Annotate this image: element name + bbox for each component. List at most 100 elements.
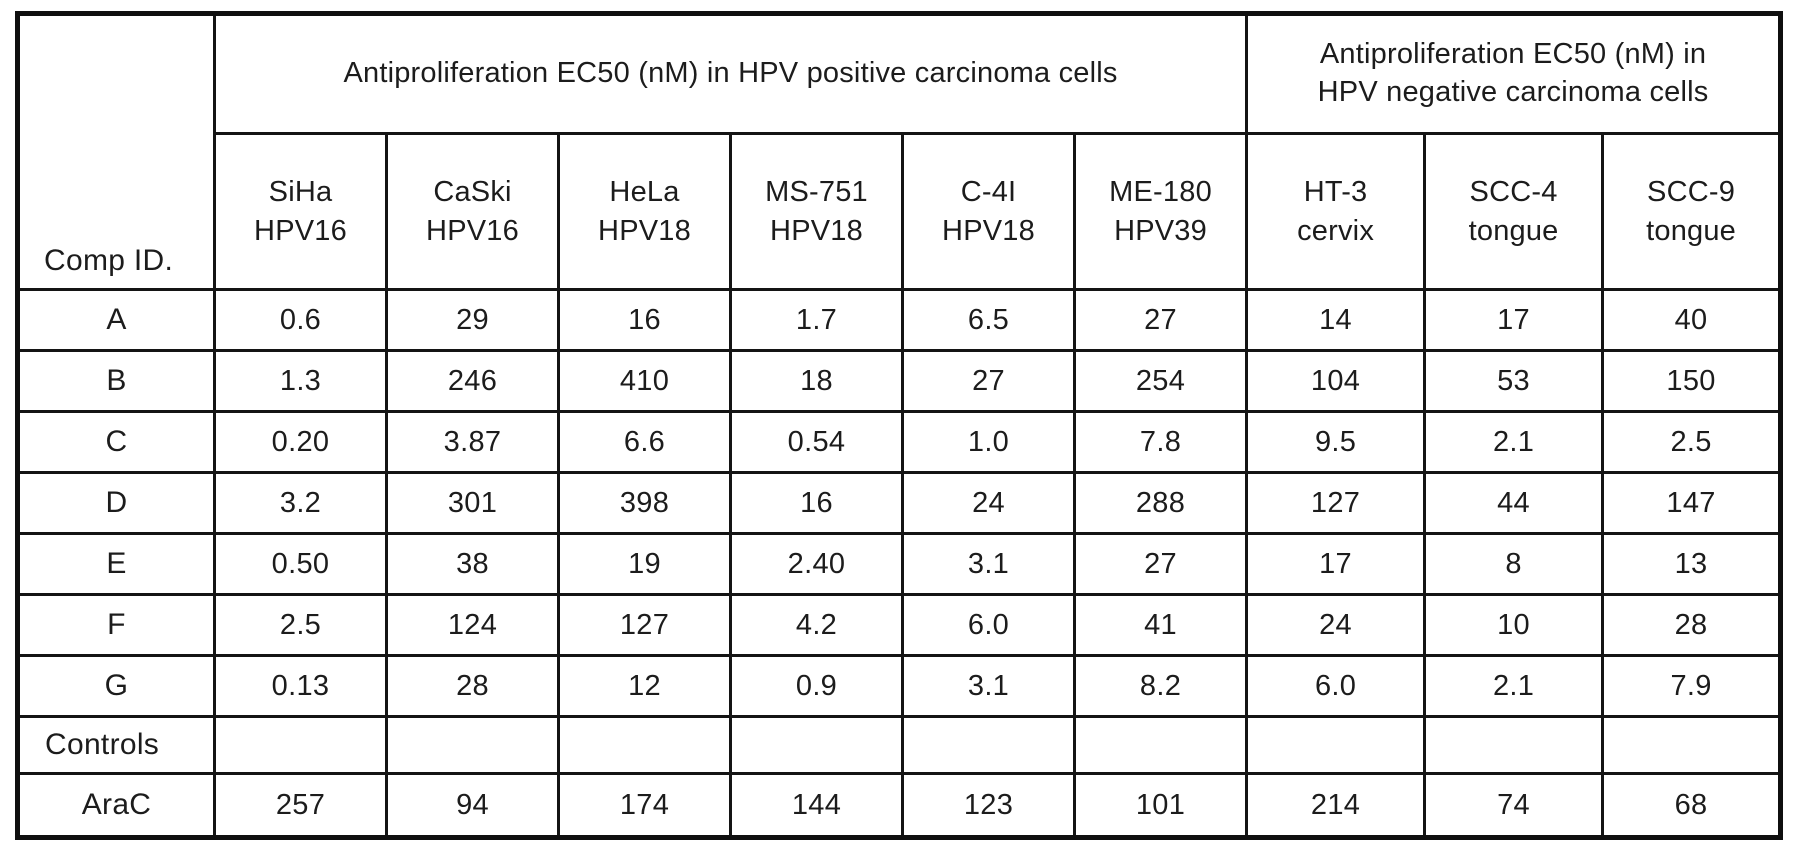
data-cell: 8.2	[1072, 654, 1249, 718]
data-cell: 127	[557, 593, 732, 657]
data-cell: 0.6	[213, 288, 388, 352]
data-cell: 9.5	[1245, 410, 1427, 474]
row-label: AraC	[16, 772, 216, 839]
cell-line-type: tongue	[1468, 214, 1559, 247]
data-cell: 74	[1423, 772, 1605, 839]
table-row-d: D 3.2 301 398 16 24 288 127 44 147	[16, 471, 1783, 535]
data-cell: 6.0	[901, 593, 1076, 657]
data-cell: 94	[385, 772, 560, 839]
cell-line-type: HPV18	[770, 214, 863, 247]
cell-line-name: HT-3	[1303, 176, 1368, 209]
data-cell: 410	[557, 349, 732, 413]
data-cell: 150	[1601, 349, 1783, 413]
data-cell: 254	[1072, 349, 1249, 413]
column-header-me-180: ME-180 HPV39	[1072, 132, 1249, 291]
column-header-c-4i: C-4I HPV18	[901, 132, 1076, 291]
data-cell: 16	[729, 471, 904, 535]
data-cell: 0.9	[729, 654, 904, 718]
data-cell: 19	[557, 532, 732, 596]
data-cell	[1072, 715, 1249, 775]
data-cell: 44	[1423, 471, 1605, 535]
data-cell: 4.2	[729, 593, 904, 657]
data-cell: 2.1	[1423, 410, 1605, 474]
data-cell: 3.1	[901, 532, 1076, 596]
data-cell: 174	[557, 772, 732, 839]
data-cell: 38	[385, 532, 560, 596]
table-row-b: B 1.3 246 410 18 27 254 104 53 150	[16, 349, 1783, 413]
data-cell: 288	[1072, 471, 1249, 535]
data-cell: 2.40	[729, 532, 904, 596]
column-header-ht-3: HT-3 cervix	[1245, 132, 1427, 291]
data-cell: 2.5	[1601, 410, 1783, 474]
data-cell: 127	[1245, 471, 1427, 535]
table-body: A 0.6 29 16 1.7 6.5 27 14 17 40 B 1.3 246 410 18 27 254 1…	[16, 288, 1783, 839]
column-header-row: SiHa HPV16 CaSki HPV16 HeLa HPV18 MS-751 HPV18 C…	[18, 132, 1783, 291]
data-cell: 246	[385, 349, 560, 413]
data-cell	[557, 715, 732, 775]
data-cell: 7.8	[1072, 410, 1249, 474]
data-cell: 40	[1601, 288, 1783, 352]
cell-line-name: SCC-4	[1469, 176, 1558, 209]
row-label: G	[16, 654, 216, 718]
data-cell: 123	[901, 772, 1076, 839]
data-cell: 53	[1423, 349, 1605, 413]
data-cell: 17	[1423, 288, 1605, 352]
data-cell: 28	[1601, 593, 1783, 657]
data-cell: 10	[1423, 593, 1605, 657]
cell-line-type: HPV18	[942, 214, 1035, 247]
data-cell: 8	[1423, 532, 1605, 596]
table-row-f: F 2.5 124 127 4.2 6.0 41 24 10 28	[16, 593, 1783, 657]
data-cell	[1245, 715, 1427, 775]
data-cell: 2.1	[1423, 654, 1605, 718]
data-cell: 13	[1601, 532, 1783, 596]
data-cell: 301	[385, 471, 560, 535]
column-header-siha: SiHa HPV16	[213, 132, 388, 291]
cell-line-name: MS-751	[765, 176, 868, 209]
data-cell: 2.5	[213, 593, 388, 657]
table-row-e: E 0.50 38 19 2.40 3.1 27 17 8 13	[16, 532, 1783, 596]
table-row-g: G 0.13 28 12 0.9 3.1 8.2 6.0 2.1 7.9	[16, 654, 1783, 718]
table-head: Comp ID. Antiproliferation EC50 (nM) in …	[16, 12, 1783, 291]
group-header-row: Comp ID. Antiproliferation EC50 (nM) in …	[16, 12, 1783, 291]
cell-line-name: SCC-9	[1647, 176, 1736, 209]
data-cell: 1.0	[901, 410, 1076, 474]
cell-line-type: HPV16	[426, 214, 519, 247]
data-cell: 17	[1245, 532, 1427, 596]
data-cell	[1423, 715, 1605, 775]
data-cell: 6.0	[1245, 654, 1427, 718]
data-cell: 3.1	[901, 654, 1076, 718]
row-label: E	[16, 532, 216, 596]
cell-line-type: HPV18	[598, 214, 691, 247]
data-cell: 0.50	[213, 532, 388, 596]
data-cell: 101	[1072, 772, 1249, 839]
data-cell	[213, 715, 388, 775]
data-cell: 1.3	[213, 349, 388, 413]
data-cell: 28	[385, 654, 560, 718]
data-cell	[1601, 715, 1783, 775]
data-cell: 104	[1245, 349, 1427, 413]
row-label: C	[16, 410, 216, 474]
column-header-scc-4: SCC-4 tongue	[1423, 132, 1605, 291]
row-label: F	[16, 593, 216, 657]
cell-line-type: tongue	[1646, 214, 1737, 247]
data-cell: 27	[1072, 288, 1249, 352]
document-page: Comp ID. Antiproliferation EC50 (nM) in …	[15, 11, 1784, 840]
data-cell: 398	[557, 471, 732, 535]
cell-line-name: ME-180	[1109, 176, 1212, 209]
data-cell: 6.6	[557, 410, 732, 474]
data-cell: 124	[385, 593, 560, 657]
group-header-hpv-positive: Antiproliferation EC50 (nM) in HPV posit…	[212, 12, 1249, 135]
row-label: Controls	[16, 715, 216, 775]
data-cell: 214	[1245, 772, 1427, 839]
column-header-caski: CaSki HPV16	[385, 132, 560, 291]
table-row-arac: AraC 257 94 174 144 123 101 214 74 68	[16, 772, 1783, 839]
data-cell: 1.7	[729, 288, 904, 352]
table-row-c: C 0.20 3.87 6.6 0.54 1.0 7.8 9.5 2.1 2.5	[16, 410, 1783, 474]
row-label: A	[16, 288, 216, 352]
ec50-antiproliferation-table: Comp ID. Antiproliferation EC50 (nM) in …	[15, 11, 1784, 840]
data-cell: 41	[1072, 593, 1249, 657]
data-cell	[901, 715, 1076, 775]
column-header-scc-9: SCC-9 tongue	[1601, 132, 1783, 291]
data-cell: 257	[213, 772, 388, 839]
cell-line-name: HeLa	[609, 176, 680, 209]
